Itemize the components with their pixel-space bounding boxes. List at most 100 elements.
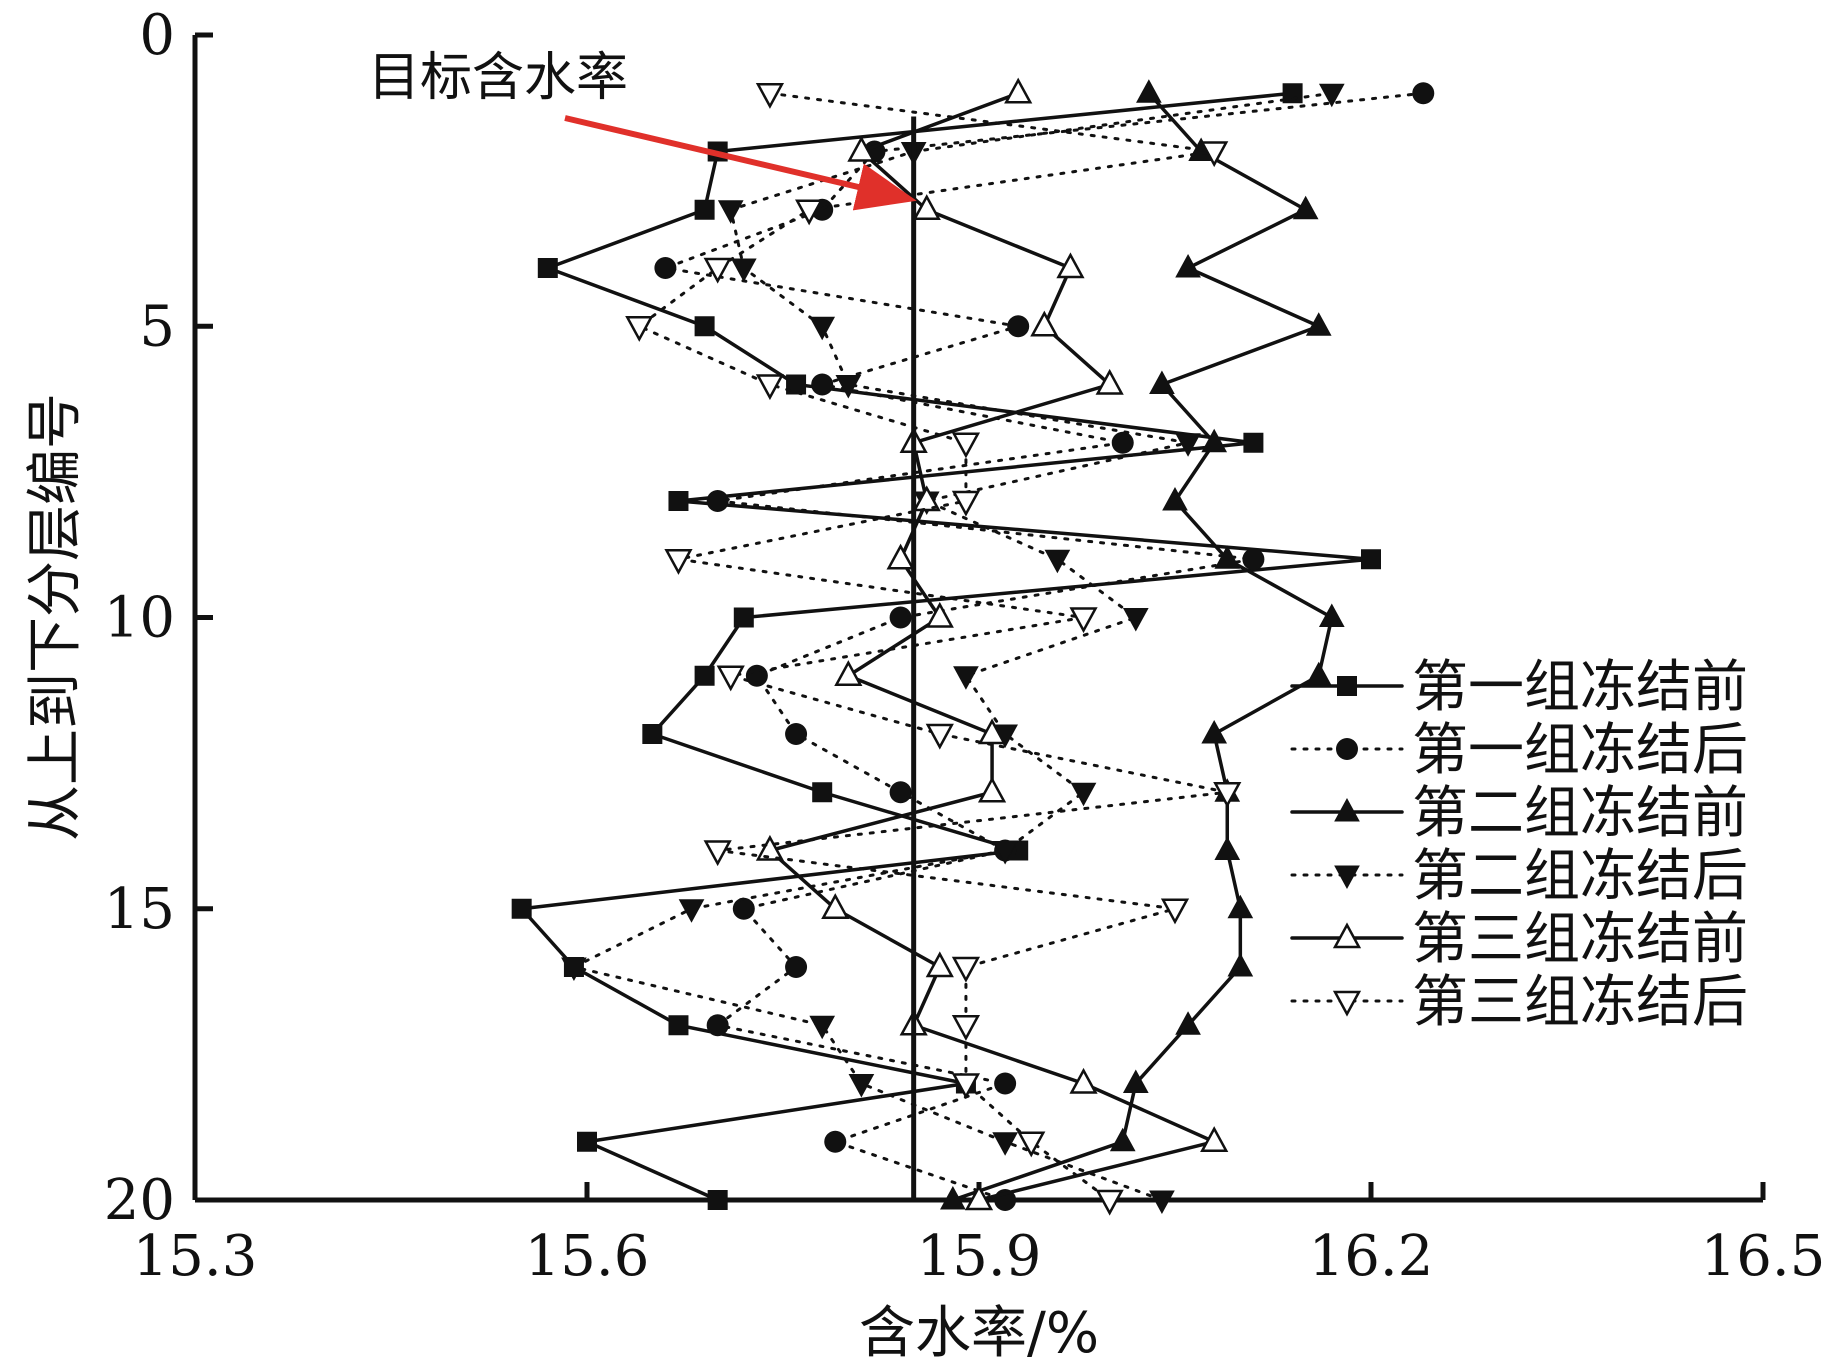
data-point (733, 607, 754, 628)
data-point (951, 432, 981, 459)
data-point (1361, 549, 1381, 570)
data-point (1227, 952, 1254, 977)
data-point (786, 374, 807, 395)
series-line (569, 91, 1334, 1202)
data-point (785, 956, 808, 978)
data-point (732, 897, 755, 920)
legend-marker (1332, 990, 1362, 1017)
x-axis-label: 含水率/% (859, 1301, 1099, 1366)
data-point (785, 723, 808, 745)
series-line (659, 91, 1425, 1202)
legend-item: 第二组冻结后 (1290, 844, 1748, 909)
data-point (951, 956, 981, 983)
series-1 (511, 83, 1381, 1210)
target-annotation-arrow (564, 115, 917, 211)
data-point (1069, 1067, 1098, 1094)
legend-item: 第三组冻结后 (1290, 970, 1748, 1035)
legend-label: 第二组冻结后 (1412, 844, 1748, 909)
data-point (951, 490, 981, 517)
data-point (809, 316, 836, 341)
data-point (824, 1130, 847, 1153)
data-point (812, 782, 833, 803)
data-point (1305, 312, 1332, 336)
legend-marker (1334, 797, 1360, 822)
series-layer (511, 77, 1435, 1216)
data-point (1007, 315, 1030, 338)
legend-label: 第二组冻结前 (1412, 781, 1748, 846)
data-point (1149, 1190, 1175, 1215)
data-point (1004, 77, 1033, 104)
data-point (755, 374, 785, 401)
legend-label: 第一组冻结前 (1412, 655, 1748, 720)
data-point (1056, 252, 1085, 279)
data-point (1201, 428, 1228, 453)
data-point (992, 841, 1018, 865)
x-tick-label: 15.6 (525, 1224, 650, 1289)
data-point (642, 724, 663, 744)
data-point (1318, 83, 1345, 108)
data-point (668, 491, 689, 511)
data-point (1200, 141, 1229, 168)
data-point (795, 199, 824, 226)
data-point (1175, 1011, 1201, 1035)
data-point (889, 606, 912, 629)
data-point (511, 898, 532, 919)
legend-label: 第三组冻结后 (1412, 970, 1748, 1035)
legend-item: 第一组冻结前 (1290, 655, 1748, 720)
data-point (1095, 1189, 1124, 1216)
legend-label: 第三组冻结前 (1412, 907, 1748, 972)
series-line (951, 91, 1334, 1202)
data-point (953, 666, 979, 690)
data-point (1200, 1126, 1229, 1152)
data-point (809, 1015, 836, 1040)
data-point (706, 1014, 729, 1037)
data-point (1160, 898, 1190, 925)
data-point (1070, 782, 1097, 807)
data-point (821, 893, 850, 919)
data-point (577, 1131, 597, 1152)
data-point (951, 1015, 981, 1041)
data-point (925, 723, 954, 750)
data-point (925, 951, 954, 978)
legend-marker (1336, 738, 1358, 760)
data-point (755, 83, 785, 109)
data-point (1069, 607, 1098, 634)
data-point (1044, 549, 1071, 574)
x-tick-label: 16.2 (1309, 1224, 1434, 1289)
data-point (707, 1190, 728, 1210)
y-tick-label: 20 (104, 1168, 175, 1233)
data-point (964, 1184, 994, 1211)
data-point (1030, 310, 1059, 337)
data-point (668, 1015, 689, 1036)
y-tick-label: 10 (104, 586, 175, 651)
data-point (703, 840, 732, 867)
data-point (835, 375, 862, 399)
data-point (1213, 782, 1242, 808)
legend-label: 第一组冻结后 (1412, 718, 1748, 783)
data-point (834, 660, 863, 686)
data-point (694, 316, 715, 337)
data-point (694, 665, 715, 686)
x-tick-label: 16.5 (1701, 1224, 1826, 1289)
y-tick-label: 5 (139, 294, 175, 359)
data-point (1122, 608, 1149, 632)
x-tick-labels: 15.3 15.6 15.9 16.2 16.5 (133, 1224, 1826, 1289)
data-point (561, 957, 587, 982)
data-point (912, 485, 941, 512)
data-point (1095, 368, 1124, 395)
target-annotation-text: 目标含水率 (368, 48, 628, 108)
legend-marker (1337, 676, 1357, 696)
y-tick-label: 15 (104, 877, 175, 942)
data-point (1318, 603, 1345, 627)
series-4 (561, 83, 1345, 1215)
y-tick-label: 0 (139, 3, 175, 68)
data-point (1214, 545, 1241, 569)
data-point (1149, 370, 1175, 394)
series-6 (625, 83, 1242, 1216)
x-tick-label: 15.9 (917, 1224, 1042, 1289)
data-point (1201, 719, 1228, 744)
data-point (664, 549, 693, 575)
data-point (1227, 894, 1254, 919)
